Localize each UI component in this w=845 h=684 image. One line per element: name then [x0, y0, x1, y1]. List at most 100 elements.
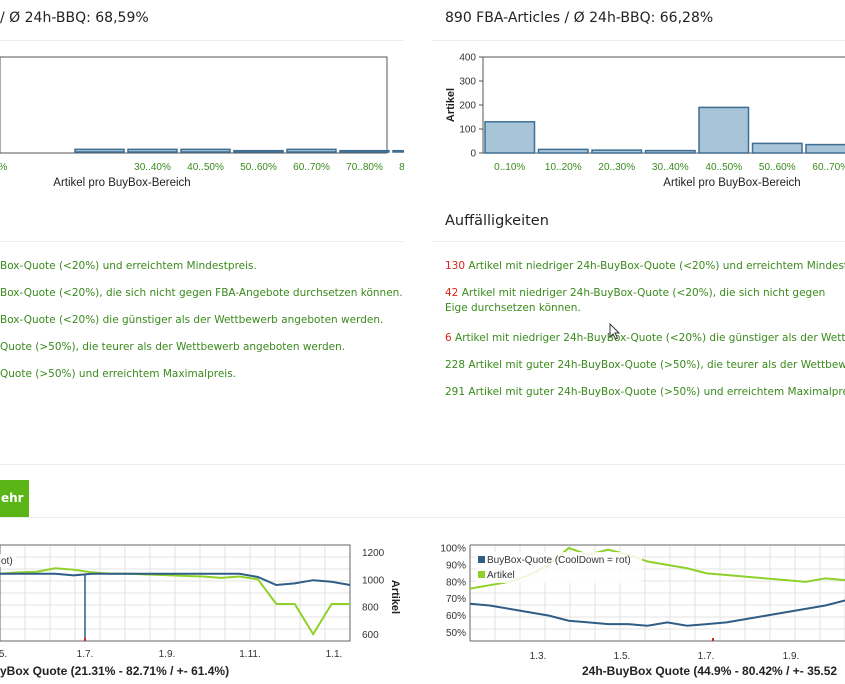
x-tick-label: 1.9.: [783, 651, 800, 662]
more-button[interactable]: ehr: [0, 480, 29, 517]
bar-20..30%: [74, 148, 125, 153]
left-alert-5[interactable]: Quote (>50%) und erreichtem Maximalpreis…: [0, 368, 237, 380]
alert-count: 42: [445, 287, 459, 299]
divider: [0, 241, 404, 242]
x-tick-label: 1.9.: [159, 649, 176, 660]
left-line-chart-title: yBox Quote (21.31% - 82.71% / +- 61.4%): [0, 664, 229, 678]
bar-30..40%: [127, 148, 178, 153]
y-tick-label: 90%: [446, 560, 466, 571]
series-artikel: [0, 567, 350, 637]
divider: [0, 517, 845, 518]
bar-50..60%: [233, 149, 284, 153]
left-bar-chart-xlabel: Artikel pro BuyBox-Bereich: [53, 177, 190, 189]
alert-text: Artikel mit niedriger 24h-BuyBox-Quote (…: [451, 332, 845, 344]
x-tick-label: 1.11.: [239, 649, 261, 660]
right-alert-4[interactable]: 228 Artikel mit guter 24h-BuyBox-Quote (…: [445, 358, 845, 373]
tick-label: 50..60%: [759, 162, 796, 173]
left-bar-chart: % 30..40% 40..50% 50..60% 60..70% 70..80% 80..…: [0, 56, 404, 189]
right-bar-chart: 0 100 200 300 400 0..10% 10..20% 20..30% 30..40…: [445, 53, 845, 189]
tick-label: 40..50%: [187, 162, 224, 173]
x-tick-label: 1.1.: [326, 649, 343, 660]
mouse-cursor-icon: [609, 323, 621, 340]
y2-tick-label: 1200: [362, 548, 385, 559]
x-tick-label: 1.3.: [530, 651, 547, 662]
tick-label: 40..50%: [705, 162, 742, 173]
tick-label: 70..80%: [346, 162, 383, 173]
left-line-y2label: Artikel: [389, 580, 401, 614]
alert-text: Artikel mit niedriger 24h-BuyBox-Quote (…: [465, 260, 845, 272]
x-tick-label: 1.7.: [698, 651, 715, 662]
alert-count: 130: [445, 260, 466, 272]
bar-40..50%: [698, 106, 750, 154]
right-line-chart-title: 24h-BuyBox Quote (44.9% - 80.42% / +- 35…: [582, 664, 837, 678]
alert-text: Artikel mit niedriger 24h-BuyBox-Quote (…: [445, 287, 826, 314]
alert-count: 6: [445, 332, 452, 344]
right-line-chart: 100% 90% 80% 70% 60% 50% BuyBox-Quote (CoolDo…: [440, 544, 845, 678]
x-tick-label: 1.5.: [614, 651, 631, 662]
tick-label: 30..40%: [652, 162, 689, 173]
tick-label: 0..10%: [494, 162, 525, 173]
series-buybox-quote: [469, 599, 845, 627]
left-alert-2[interactable]: Box-Quote (<20%), die sich nicht gegen F…: [0, 287, 403, 299]
alert-count: 291: [445, 386, 466, 398]
y-tick-label: 80%: [446, 577, 466, 588]
tick-label: 10..20%: [545, 162, 582, 173]
alert-text: Artikel mit guter 24h-BuyBox-Quote (>50%…: [465, 386, 845, 398]
bar-70..80%: [339, 149, 390, 153]
divider: [0, 40, 404, 41]
y-tick-label: 400: [459, 53, 476, 64]
series-buybox-quote: [0, 572, 351, 587]
section-title-auffaelligkeiten: Auffälligkeiten: [445, 213, 549, 229]
alert-count: 228: [445, 359, 466, 371]
y-tick-label: 70%: [446, 594, 466, 605]
tick-label: 50..60%: [240, 162, 277, 173]
bar-40..50%: [180, 148, 231, 153]
left-alert-3[interactable]: Box-Quote (<20%) die günstiger als der W…: [0, 314, 384, 326]
right-line-legend-2: Artikel: [487, 570, 515, 581]
bar-20..30%: [591, 149, 643, 154]
left-alert-1[interactable]: Box-Quote (<20%) und erreichtem Mindestp…: [0, 260, 257, 272]
bar-10..20%: [537, 148, 589, 154]
legend-swatch-green: [478, 571, 485, 578]
right-panel-title: 890 FBA-Articles / Ø 24h-BBQ: 66,28%: [445, 10, 714, 26]
left-line-legend: ot): [1, 556, 13, 567]
bar-0..10%: [484, 121, 536, 154]
right-alert-3[interactable]: 6 Artikel mit niedriger 24h-BuyBox-Quote…: [445, 331, 845, 346]
bar-30..40%: [644, 149, 696, 154]
y2-tick-label: 600: [362, 630, 379, 641]
y-tick-label: 0: [470, 149, 476, 160]
y-tick-label: 50%: [446, 628, 466, 639]
left-panel-title: / Ø 24h-BBQ: 68,59%: [0, 10, 149, 26]
y-tick-label: 60%: [446, 611, 466, 622]
tick-label: 60..70%: [293, 162, 330, 173]
y-tick-label: 100: [459, 125, 476, 136]
left-line-chart: ot) 1200 1000 800 600 Artikel 5. 1.7. 1.9. 1.1…: [0, 544, 401, 678]
alert-text: Artikel mit guter 24h-BuyBox-Quote (>50%…: [465, 359, 845, 371]
bar-50..60%: [751, 142, 803, 154]
right-alert-1[interactable]: 130 Artikel mit niedriger 24h-BuyBox-Quo…: [445, 259, 845, 274]
left-alert-4[interactable]: Quote (>50%), die teurer als der Wettbew…: [0, 341, 346, 353]
y2-tick-label: 800: [362, 603, 379, 614]
divider: [432, 241, 845, 242]
divider: [432, 40, 845, 41]
tick-label: 30..40%: [134, 162, 171, 173]
right-line-legend-1: BuyBox-Quote (CoolDown = rot): [487, 555, 631, 566]
right-alert-5[interactable]: 291 Artikel mit guter 24h-BuyBox-Quote (…: [445, 385, 845, 400]
x-tick-label: 5.: [0, 649, 7, 660]
x-tick-label: 1.7.: [77, 649, 94, 660]
y-tick-label: 100%: [440, 544, 466, 555]
bar-60..70%: [805, 143, 845, 154]
tick-label: 60..70%: [812, 162, 845, 173]
right-bar-chart-xlabel: Artikel pro BuyBox-Bereich: [663, 177, 800, 189]
bar-80..90%: [392, 149, 404, 153]
legend-swatch-blue: [478, 556, 485, 563]
y2-tick-label: 1000: [362, 575, 385, 586]
right-bar-chart-ylabel: Artikel: [445, 88, 457, 122]
divider: [0, 464, 845, 465]
tick-label: %: [0, 162, 8, 173]
bar-60..70%: [286, 148, 337, 153]
y-tick-label: 200: [459, 101, 476, 112]
tick-label: 80..90%: [399, 162, 404, 173]
right-alert-2[interactable]: 42 Artikel mit niedriger 24h-BuyBox-Quot…: [445, 286, 845, 316]
y-tick-label: 300: [459, 77, 476, 88]
